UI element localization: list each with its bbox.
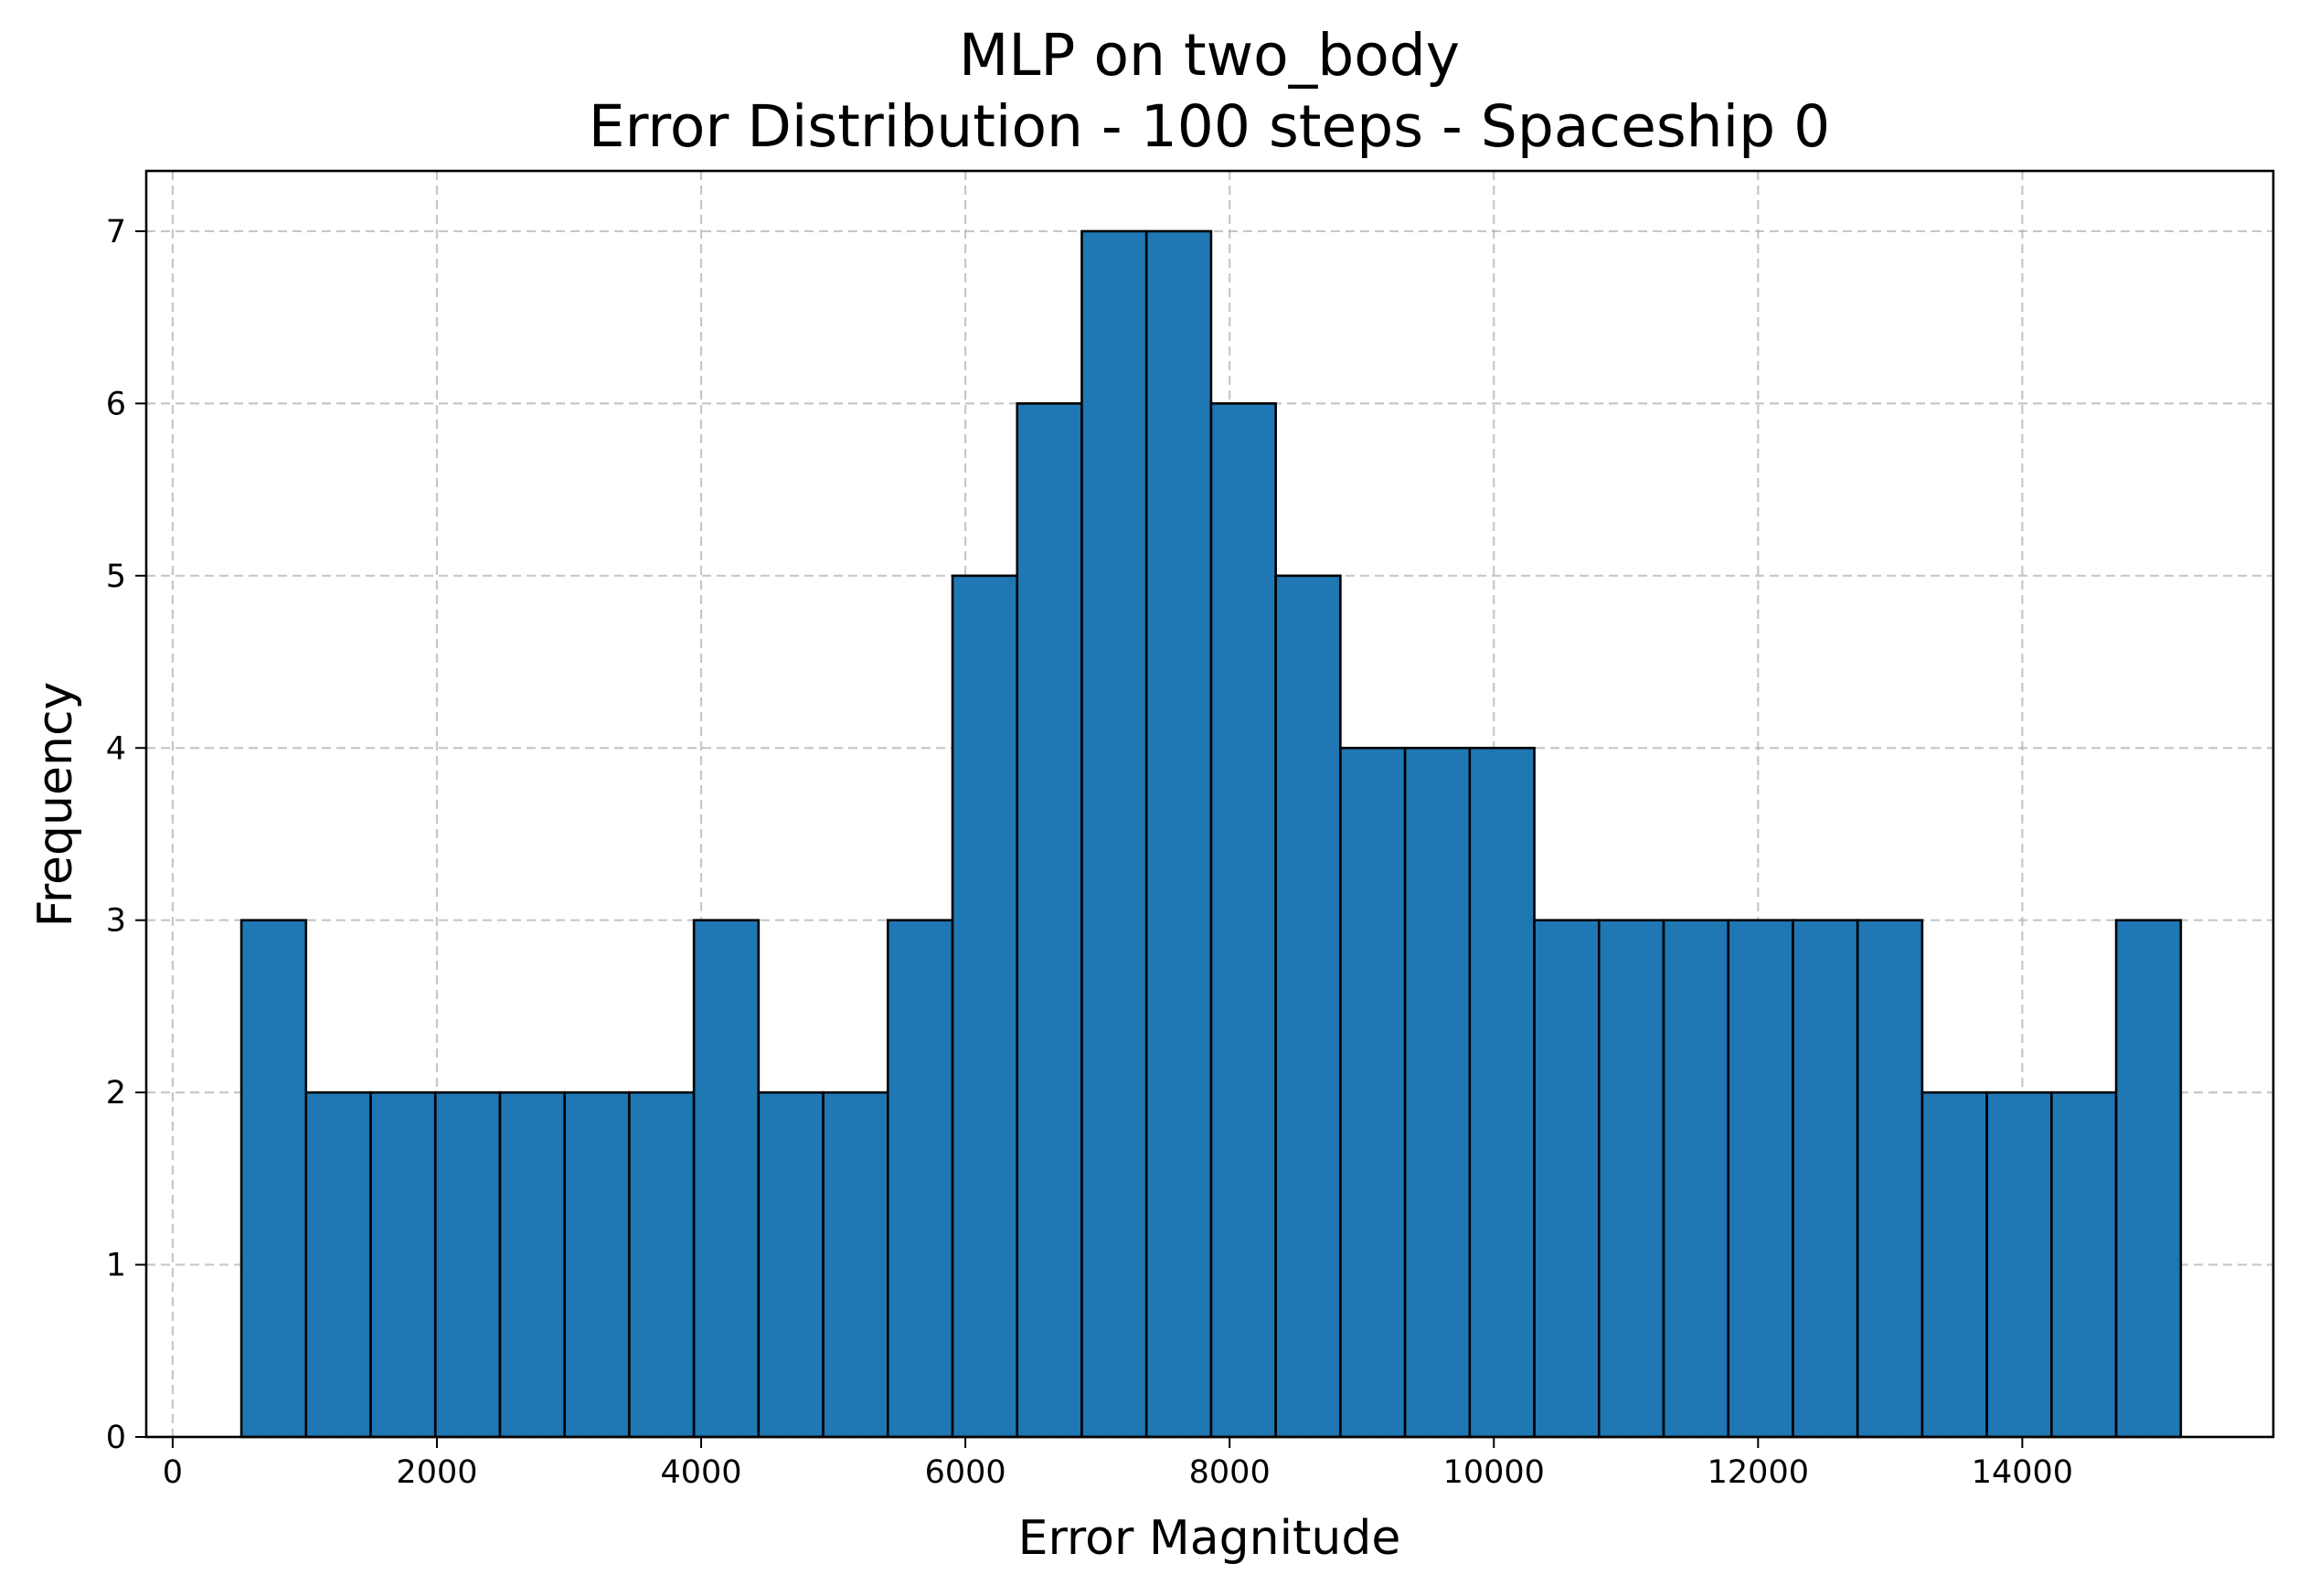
x-tick-label: 12000 — [1708, 1454, 1809, 1491]
title-group: MLP on two_body Error Distribution - 100… — [589, 22, 1830, 160]
x-tick-label: 14000 — [1972, 1454, 2073, 1491]
histogram-bar — [757, 1091, 825, 1439]
histogram-bar — [1403, 746, 1472, 1439]
y-axis-label: Frequency — [28, 682, 83, 928]
y-tick-label: 1 — [106, 1248, 126, 1284]
histogram-bar — [628, 1091, 696, 1439]
histogram-bar — [304, 1091, 372, 1439]
x-tick-label: 2000 — [396, 1454, 477, 1491]
x-tick-label: 6000 — [925, 1454, 1006, 1491]
histogram-bar — [1274, 574, 1342, 1439]
histogram-bar — [1533, 919, 1601, 1439]
x-tick-label: 4000 — [661, 1454, 742, 1491]
histogram-bar — [563, 1091, 631, 1439]
y-tick-label: 6 — [106, 386, 126, 422]
histogram-bar — [1662, 919, 1730, 1439]
histogram-bar — [2050, 1091, 2118, 1439]
chart-title: MLP on two_body — [959, 22, 1460, 89]
histogram-bar — [1856, 919, 1924, 1439]
histogram-bar — [692, 919, 761, 1439]
y-tick-label: 0 — [106, 1420, 126, 1456]
histogram-bar — [1468, 746, 1536, 1439]
plot-frame — [144, 169, 2275, 1439]
histogram-bar — [951, 574, 1019, 1439]
histogram-bar — [433, 1091, 502, 1439]
y-tick-label: 7 — [106, 214, 126, 250]
y-ticks: 0 1 2 3 4 5 6 7 — [106, 214, 146, 1456]
histogram-bar — [1144, 229, 1213, 1439]
x-axis-label: Error Magnitude — [1018, 1511, 1401, 1566]
histogram-bar — [1727, 919, 1794, 1439]
x-tick-label: 8000 — [1189, 1454, 1271, 1491]
histogram-bar — [1597, 919, 1665, 1439]
histogram-bar — [1080, 229, 1148, 1439]
chart-subtitle: Error Distribution - 100 steps - Spacesh… — [589, 93, 1830, 160]
histogram-bar — [498, 1091, 566, 1439]
x-tick-label: 10000 — [1443, 1454, 1545, 1491]
histogram-bar — [239, 919, 308, 1439]
histogram-bar — [1920, 1091, 1988, 1439]
bars-layer — [239, 229, 2183, 1439]
histogram-bar — [369, 1091, 437, 1439]
histogram-bar — [1339, 746, 1407, 1439]
histogram-bar — [2114, 919, 2183, 1439]
y-tick-label: 3 — [106, 903, 126, 940]
x-tick-label: 0 — [163, 1454, 183, 1491]
histogram-bar — [1792, 919, 1859, 1439]
y-tick-label: 2 — [106, 1075, 126, 1112]
x-ticks: 0 2000 4000 6000 8000 10000 12000 14000 — [163, 1437, 2073, 1491]
histogram-bar — [1985, 1091, 2053, 1439]
y-tick-label: 5 — [106, 559, 126, 595]
y-tick-label: 4 — [106, 730, 126, 767]
histogram-bar — [1016, 402, 1083, 1439]
histogram-bar — [887, 919, 954, 1439]
histogram-bar — [822, 1091, 889, 1439]
histogram-bar — [1209, 402, 1277, 1439]
